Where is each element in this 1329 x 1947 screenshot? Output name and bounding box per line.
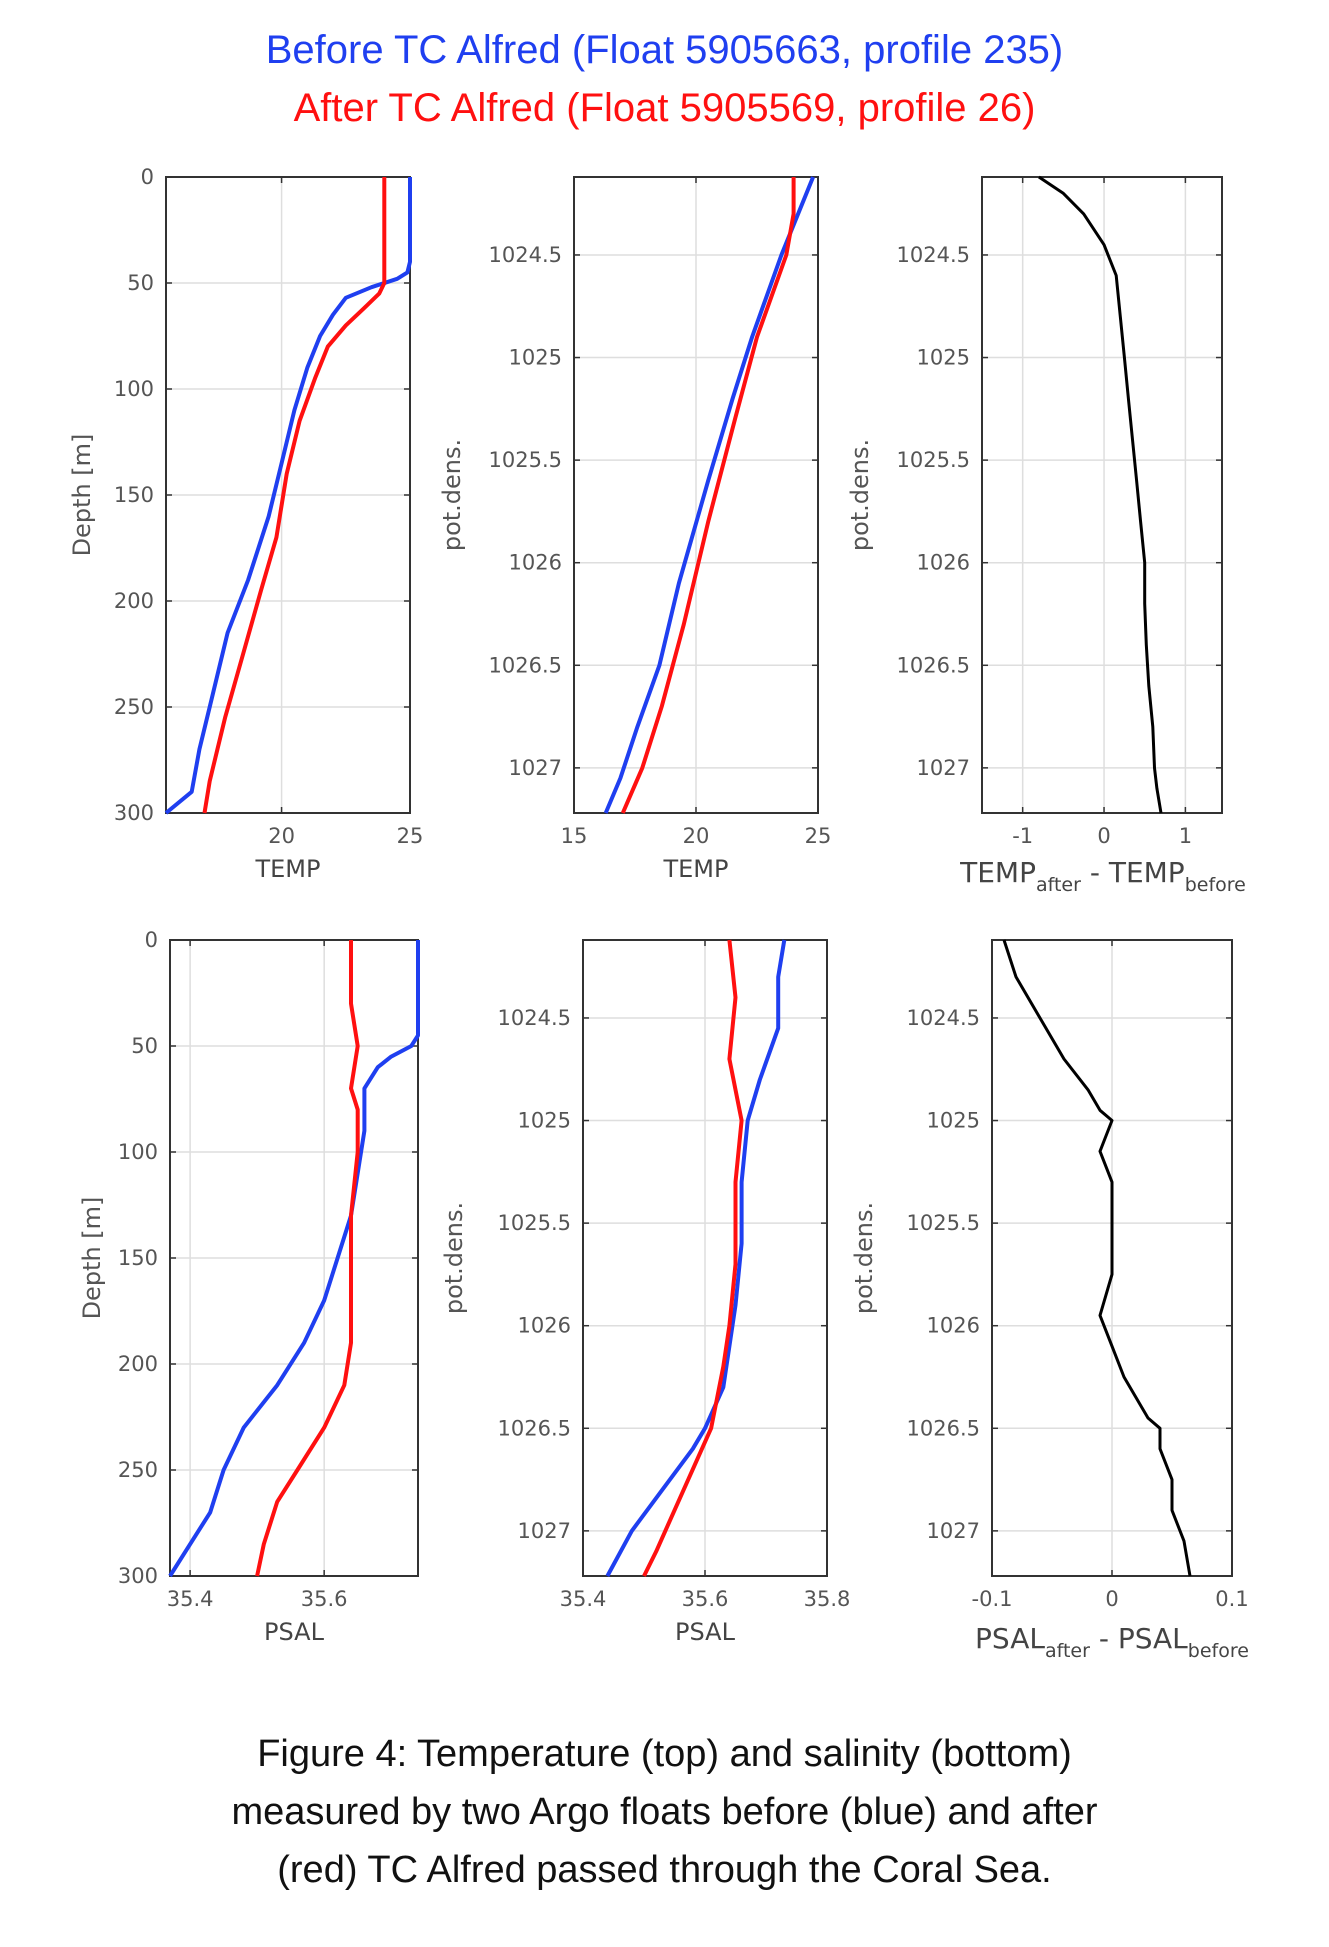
y-tick-label: 1025 — [927, 1109, 980, 1133]
y-axis-label: pot.dens. — [846, 439, 874, 551]
y-tick-label: 1025 — [518, 1109, 571, 1133]
series-line-before — [164, 177, 412, 815]
x-tick-label: 20 — [268, 824, 295, 848]
x-axis-label: PSAL — [264, 1618, 325, 1646]
x-tick-label: 25 — [805, 824, 832, 848]
x-tick-label: -0.1 — [972, 1587, 1013, 1611]
x-axis-label: PSAL — [675, 1618, 736, 1646]
series-line-after — [255, 940, 360, 1577]
y-tick-label: 1025 — [509, 346, 562, 370]
caption-line-3: (red) TC Alfred passed through the Coral… — [277, 1849, 1052, 1891]
y-tick-label: 1024.5 — [907, 1006, 980, 1030]
y-tick-label: 300 — [118, 1564, 158, 1588]
series-line-diff — [1038, 175, 1163, 814]
x-axis-label-psal-diff: PSALafter - PSALbefore — [975, 1622, 1249, 1662]
x-tick-label: 35.6 — [301, 1587, 348, 1611]
figure-caption: Figure 4: Temperature (top) and salinity… — [0, 1725, 1329, 1899]
panel-temp-diff: -1 0 1 1024.5 1025 1025.5 1026 1026.5 1027 pot.de… — [846, 175, 1223, 848]
x-tick-label: 15 — [561, 824, 588, 848]
y-tick-label: 1025.5 — [897, 448, 970, 472]
y-tick-label: 0 — [145, 928, 158, 952]
series-line-after — [620, 177, 796, 814]
y-axis-label: Depth [m] — [68, 434, 96, 557]
x-tick-label: 20 — [683, 824, 710, 848]
x-axis-label-temp-diff: TEMPafter - TEMPbefore — [959, 856, 1246, 896]
caption-line-2: measured by two Argo floats before (blue… — [231, 1791, 1098, 1833]
x-tick-label: 35.4 — [167, 1587, 214, 1611]
y-tick-label: 100 — [114, 377, 154, 401]
y-tick-label: 100 — [118, 1140, 158, 1164]
x-tick-label: 0 — [1097, 824, 1110, 848]
y-axis-label: Depth [m] — [78, 1197, 106, 1320]
x-tick-label: 1 — [1179, 824, 1192, 848]
y-tick-label: 200 — [114, 589, 154, 613]
y-tick-label: 150 — [118, 1246, 158, 1270]
y-tick-label: 1026 — [518, 1314, 571, 1338]
y-tick-label: 1025.5 — [498, 1211, 571, 1235]
x-tick-label: 35.4 — [560, 1587, 607, 1611]
y-axis-label: pot.dens. — [850, 1202, 878, 1314]
x-tick-label: 0 — [1105, 1587, 1118, 1611]
x-tick-label: 0.1 — [1215, 1587, 1248, 1611]
y-tick-label: 1024.5 — [897, 243, 970, 267]
panel-psal-dens: 35.4 35.6 35.8 1024.5 1025 1025.5 1026 1026.5 10… — [440, 939, 851, 1646]
y-tick-label: 1027 — [509, 756, 562, 780]
y-axis-label: pot.dens. — [440, 1202, 468, 1314]
x-tick-label: 35.8 — [804, 1587, 851, 1611]
y-tick-label: 250 — [118, 1458, 158, 1482]
x-tick-label: -1 — [1012, 824, 1033, 848]
y-tick-label: 1026.5 — [897, 653, 970, 677]
y-tick-label: 1025.5 — [907, 1211, 980, 1235]
caption-line-1: Figure 4: Temperature (top) and salinity… — [257, 1733, 1072, 1775]
legend-before-title: Before TC Alfred (Float 5905663, profile… — [265, 28, 1064, 72]
x-axis-label: TEMP — [662, 855, 728, 883]
y-tick-label: 1026 — [917, 551, 970, 575]
y-tick-label: 1026.5 — [489, 653, 562, 677]
y-tick-label: 1024.5 — [489, 243, 562, 267]
y-tick-label: 1025.5 — [489, 448, 562, 472]
y-axis-label: pot.dens. — [438, 439, 466, 551]
y-tick-label: 300 — [114, 801, 154, 825]
y-tick-label: 0 — [141, 165, 154, 189]
panel-psal-diff: -0.1 0 0.1 1024.5 1025 1025.5 1026 1026.5 1027 po… — [850, 939, 1249, 1611]
y-tick-label: 1026 — [509, 551, 562, 575]
y-tick-label: 250 — [114, 695, 154, 719]
y-tick-label: 50 — [127, 271, 154, 295]
y-tick-label: 1026 — [927, 1314, 980, 1338]
y-tick-label: 1026.5 — [907, 1416, 980, 1440]
y-tick-label: 1027 — [917, 756, 970, 780]
y-tick-label: 1025 — [917, 346, 970, 370]
series-line-after — [642, 939, 744, 1577]
series-line-after — [202, 177, 387, 814]
x-axis-label: TEMP — [254, 855, 320, 883]
y-tick-label: 50 — [131, 1034, 158, 1058]
series-line-before — [603, 176, 815, 814]
x-tick-label: 25 — [397, 824, 424, 848]
y-tick-label: 200 — [118, 1352, 158, 1376]
y-tick-label: 1027 — [518, 1519, 571, 1543]
y-tick-label: 150 — [114, 483, 154, 507]
x-tick-label: 35.6 — [682, 1587, 729, 1611]
y-tick-label: 1024.5 — [498, 1006, 571, 1030]
y-tick-label: 1026.5 — [498, 1416, 571, 1440]
axes-box — [981, 176, 1223, 814]
panel-temp-dens: 15 20 25 1024.5 1025 1025.5 1026 1026.5 1027 pot.… — [438, 176, 832, 883]
series-line-diff — [1002, 939, 1192, 1577]
panel-psal-depth: 35.4 35.6 0 50 100 150 200 250 300 Depth [m] PSAL — [78, 928, 420, 1646]
y-tick-label: 1027 — [927, 1519, 980, 1543]
series-line-before — [605, 939, 787, 1577]
legend-after-title: After TC Alfred (Float 5905569, profile … — [293, 86, 1036, 130]
